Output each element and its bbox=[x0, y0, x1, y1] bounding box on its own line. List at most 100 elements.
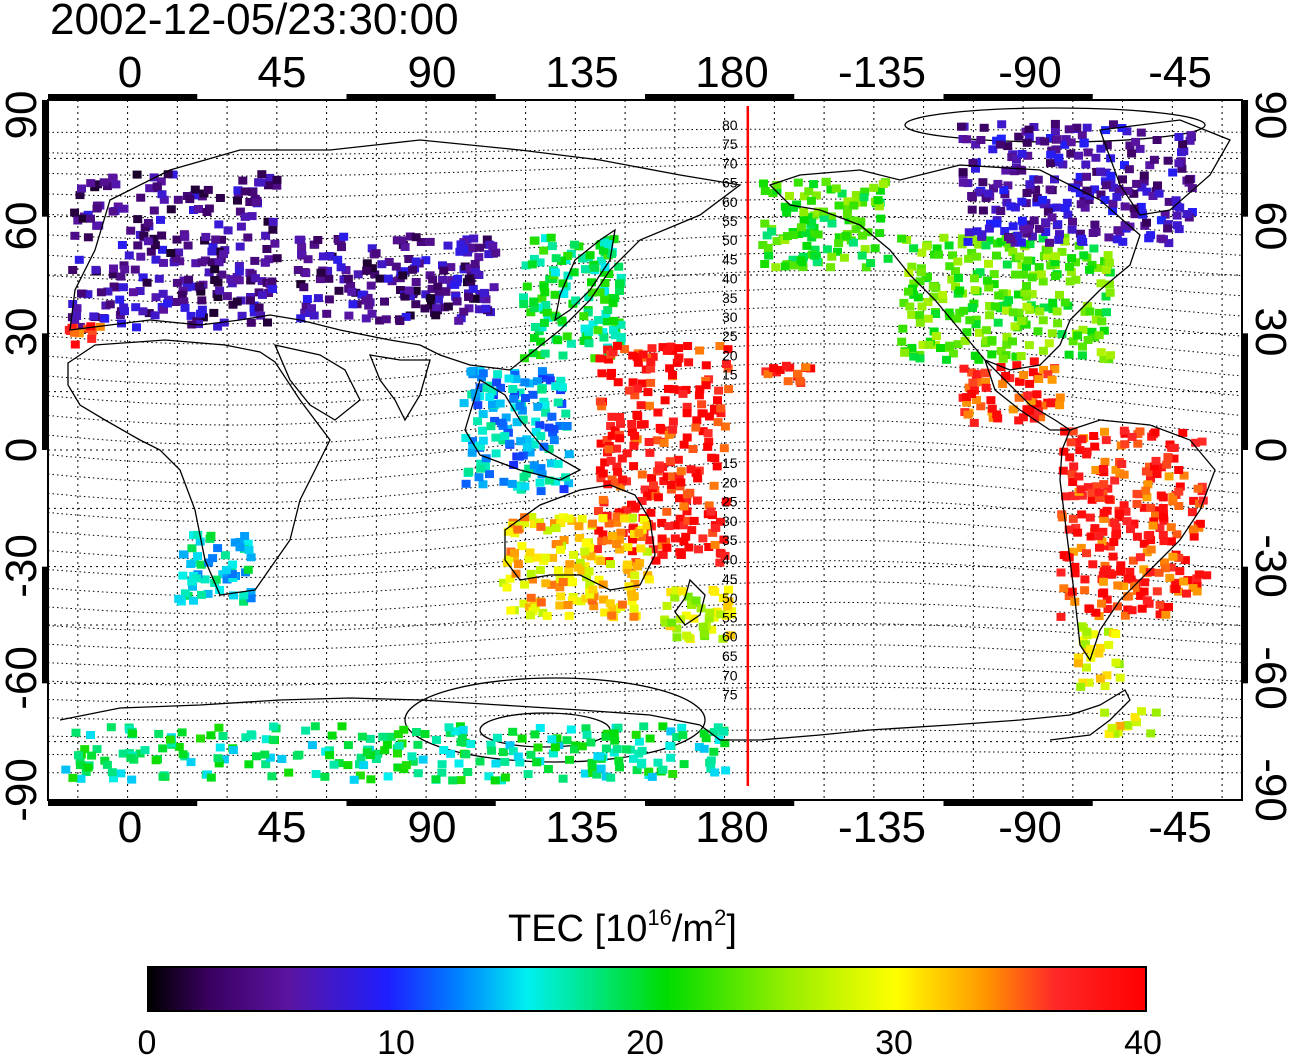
tec-cell bbox=[1057, 330, 1067, 339]
bottom-scale-bar bbox=[346, 800, 496, 806]
tec-cell bbox=[1102, 308, 1111, 317]
tec-cell bbox=[576, 597, 586, 606]
tec-cell bbox=[970, 286, 980, 295]
tec-cell bbox=[365, 734, 375, 743]
tec-cell bbox=[709, 747, 719, 756]
tec-cell bbox=[596, 439, 606, 448]
tec-data-cells bbox=[61, 119, 1212, 785]
contour-line bbox=[47, 419, 1243, 465]
tec-cell bbox=[327, 731, 337, 740]
tec-cell bbox=[1098, 465, 1108, 473]
tec-cell bbox=[652, 436, 662, 445]
top-scale-bar bbox=[346, 94, 496, 100]
tec-cell bbox=[637, 746, 647, 755]
tec-cell bbox=[500, 773, 510, 782]
tec-cell bbox=[324, 295, 334, 304]
tec-cell bbox=[600, 608, 610, 617]
tec-cell bbox=[676, 478, 686, 487]
tec-cell bbox=[1015, 377, 1024, 386]
tec-cell bbox=[251, 198, 261, 207]
tec-cell bbox=[334, 237, 344, 245]
tec-cell bbox=[1115, 721, 1125, 730]
tec-cell bbox=[1163, 224, 1173, 233]
left-scale-bar bbox=[42, 566, 48, 684]
tec-cell bbox=[127, 775, 137, 784]
tec-cell bbox=[520, 482, 530, 491]
tec-cell bbox=[1083, 148, 1093, 157]
coast-se-asia bbox=[464, 379, 582, 481]
tec-cell bbox=[539, 246, 549, 255]
tec-cell bbox=[667, 472, 677, 481]
tec-cell bbox=[1172, 211, 1182, 220]
tec-cell bbox=[594, 526, 604, 535]
tec-cell bbox=[568, 577, 577, 586]
tec-cell bbox=[434, 289, 444, 298]
tec-cell bbox=[475, 294, 485, 303]
tec-cell bbox=[555, 601, 565, 610]
tec-cell bbox=[721, 497, 731, 506]
tec-cell bbox=[239, 597, 249, 606]
tec-cell bbox=[586, 552, 596, 561]
tec-cell bbox=[593, 326, 603, 335]
tec-cell bbox=[530, 603, 540, 612]
tec-cell bbox=[948, 251, 957, 260]
tec-cell bbox=[150, 311, 160, 320]
tec-cell bbox=[1110, 519, 1120, 527]
tec-cell bbox=[1129, 520, 1139, 529]
tec-cell bbox=[613, 468, 623, 477]
longitude-tick: -135 bbox=[837, 803, 927, 852]
tec-cell bbox=[699, 630, 709, 638]
tec-cell bbox=[918, 340, 928, 349]
tec-cell bbox=[674, 354, 684, 363]
tec-cell bbox=[1101, 168, 1111, 177]
tec-cell bbox=[664, 430, 674, 439]
tec-cell bbox=[686, 465, 696, 474]
tec-cell bbox=[613, 378, 623, 387]
tec-cell bbox=[653, 758, 663, 767]
tec-cell bbox=[380, 746, 390, 755]
tec-cell bbox=[136, 252, 146, 261]
tec-cell bbox=[957, 122, 966, 131]
tec-cell bbox=[897, 234, 907, 243]
tec-cell bbox=[1002, 306, 1011, 315]
tec-cell bbox=[1109, 120, 1118, 129]
tec-cell bbox=[1017, 166, 1027, 175]
tec-cell bbox=[1146, 503, 1156, 512]
tec-cell bbox=[491, 248, 501, 257]
tec-cell bbox=[439, 266, 449, 275]
tec-cell bbox=[1110, 729, 1120, 738]
tec-cell bbox=[1151, 506, 1161, 515]
tec-cell bbox=[569, 550, 579, 559]
tec-cell bbox=[1124, 165, 1134, 174]
tec-cell bbox=[550, 519, 559, 528]
tec-cell bbox=[489, 283, 499, 292]
tec-cell bbox=[1080, 640, 1090, 649]
tec-cell bbox=[195, 282, 205, 291]
tec-cell bbox=[208, 554, 218, 563]
tec-cell bbox=[1001, 166, 1011, 175]
tec-cell bbox=[324, 274, 334, 283]
tec-cell bbox=[1043, 245, 1053, 254]
tec-cell bbox=[1052, 307, 1062, 316]
tec-cell bbox=[73, 751, 83, 760]
tec-cell bbox=[265, 753, 275, 762]
tec-cell bbox=[168, 170, 178, 179]
tec-cell bbox=[537, 385, 547, 394]
tec-cell bbox=[637, 533, 646, 541]
tec-cell bbox=[228, 560, 238, 569]
contour-label: 60 bbox=[722, 629, 738, 645]
tec-cell bbox=[500, 757, 510, 766]
right-scale-bar bbox=[1242, 100, 1248, 217]
tec-cell bbox=[608, 348, 618, 357]
tec-cell bbox=[771, 263, 781, 272]
tec-cell bbox=[1082, 123, 1092, 132]
tec-cell bbox=[334, 286, 344, 295]
longitude-tick: 0 bbox=[117, 803, 143, 852]
tec-cell bbox=[917, 248, 927, 257]
tec-cell bbox=[525, 548, 535, 557]
colorbar-tick: 40 bbox=[1124, 1024, 1162, 1062]
tec-cell bbox=[1143, 531, 1153, 540]
tec-cell bbox=[183, 241, 193, 250]
tec-cell bbox=[236, 222, 246, 231]
tec-cell bbox=[241, 733, 251, 742]
